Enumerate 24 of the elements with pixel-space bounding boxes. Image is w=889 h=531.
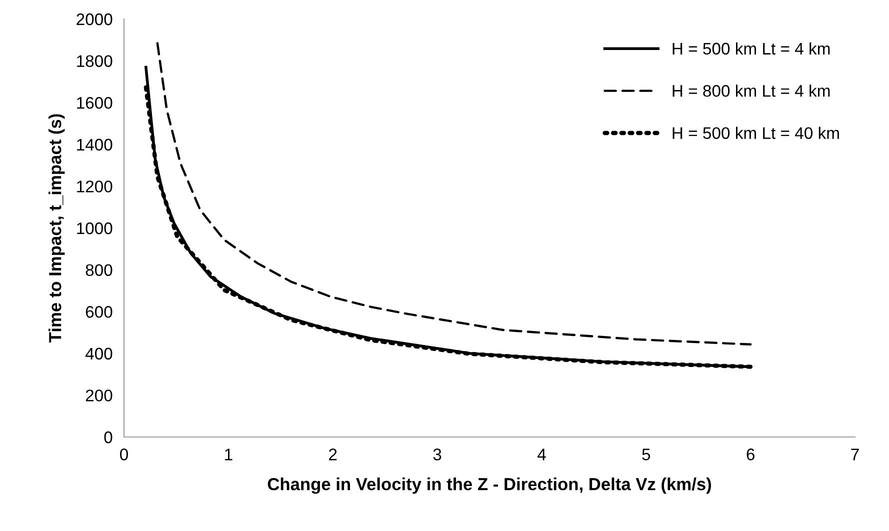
y-tick-label: 800	[86, 264, 112, 276]
x-tick-label: 5	[642, 448, 650, 460]
x-tick-label: 2	[329, 448, 337, 460]
x-tick-label: 4	[537, 448, 546, 460]
x-tick-label: 3	[433, 448, 442, 460]
y-tick-label: 600	[86, 306, 112, 318]
y-tick-label: 1800	[77, 55, 112, 68]
legend-label: H = 500 km Lt = 4 km	[672, 42, 830, 55]
x-tick-label: 6	[746, 448, 754, 460]
x-tick-label: 0	[120, 448, 128, 460]
y-tick-label: 0	[104, 431, 112, 444]
y-tick-label: 1600	[77, 97, 112, 109]
y-tick-label: 1400	[77, 138, 112, 151]
x-axis-title: Change in Velocity in the Z - Direction, Delta Vz (km/s)	[268, 478, 712, 494]
y-tick-label: 2000	[76, 13, 112, 26]
legend-label: H = 800 km Lt = 4 km	[672, 84, 830, 97]
y-tick-label: 400	[85, 348, 112, 360]
legend-label: H = 500 km Lt = 40 km	[672, 126, 839, 140]
y-tick-label: 1000	[77, 222, 112, 234]
x-tick-label: 7	[851, 448, 859, 460]
y-tick-label: 200	[86, 390, 112, 402]
y-axis-title: Time to Impact, t_impact (s)	[48, 114, 65, 342]
x-tick-label: 1	[225, 448, 232, 460]
y-tick-label: 1200	[77, 180, 112, 192]
